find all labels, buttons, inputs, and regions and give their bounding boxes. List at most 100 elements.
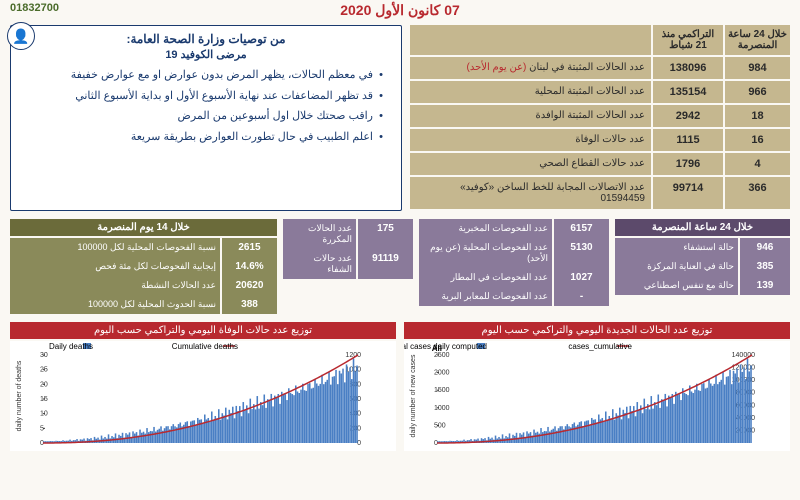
chart-cases-title: توزيع عدد الحالات الجديدة اليومي والتراك… (404, 322, 790, 339)
chart-cases-svg: 0500100015002000250020000400006000080000… (404, 341, 790, 451)
list-item: 1027عدد الفحوصات في المطار (419, 268, 609, 287)
item-label: عدد الفحوصات للمعابر البرية (419, 287, 552, 306)
top-row: خلال 24 ساعة المنصرمة التراكمي منذ 21 شب… (0, 21, 800, 215)
block-24h: خلال 24 ساعة المنصرمة 946حالة استشفاء385… (615, 219, 790, 314)
col-head-cum: التراكمي منذ 21 شباط (653, 25, 723, 55)
reco-item: في معظم الحالات، يظهر المرض بدون عوارض ا… (21, 67, 383, 84)
svg-text:total cases daily computed: total cases daily computed (404, 342, 487, 351)
cell-daily: 984 (725, 57, 790, 79)
reco-subtitle: مرضى الكوفيد 19 (21, 48, 391, 61)
list-item: 175عدد الحالات المكررة (283, 219, 413, 249)
recommendations-box: 👤 من توصيات وزارة الصحة العامة: مرضى الك… (10, 25, 402, 211)
charts-row: توزيع عدد الحالات الجديدة اليومي والتراك… (0, 318, 800, 460)
item-num: 14.6% (222, 257, 277, 276)
cell-daily: 4 (725, 153, 790, 175)
block-tests: 6157عدد الفحوصات المخبرية5130عدد الفحوصا… (419, 219, 609, 314)
item-label: حالة استشفاء (615, 238, 738, 257)
main-stats-table: خلال 24 ساعة المنصرمة التراكمي منذ 21 شب… (410, 25, 790, 211)
item-label: حالة في العناية المركزة (615, 257, 738, 276)
item-label: عدد الحالات النشطة (10, 276, 220, 295)
cell-daily: 16 (725, 129, 790, 151)
item-num: 385 (740, 257, 790, 276)
list-item: 14.6%إيجابية الفحوصات لكل مئة فحص (10, 257, 277, 276)
cell-daily: 966 (725, 81, 790, 103)
item-num: 139 (740, 276, 790, 295)
item-label: نسبة الحدوث المحلية لكل 100000 (10, 295, 220, 314)
item-label: عدد الفحوصات المخبرية (419, 219, 552, 238)
chart-deaths: توزيع عدد حالات الوفاة اليومي والتراكمي … (10, 322, 396, 456)
block-extra: 175عدد الحالات المكررة91119عدد حالات الش… (283, 219, 413, 314)
cell-label: عدد الاتصالات المجابة للخط الساخن «كوفيد… (410, 177, 651, 209)
svg-text:daily number of new cases: daily number of new cases (410, 354, 417, 437)
item-num: 388 (222, 295, 277, 314)
item-num: 20620 (222, 276, 277, 295)
item-num: 91119 (358, 249, 413, 279)
table-row: 966135154عدد الحالات المثبتة المحلية (410, 81, 790, 103)
cell-label: عدد الحالات المثبتة الوافدة (410, 105, 651, 127)
list-item: 385حالة في العناية المركزة (615, 257, 790, 276)
table-row: 182942عدد الحالات المثبتة الوافدة (410, 105, 790, 127)
svg-text:1000: 1000 (434, 405, 450, 412)
list-item: 139حالة مع تنفس اصطناعي (615, 276, 790, 295)
item-num: 5130 (554, 238, 609, 268)
col-head-24h: خلال 24 ساعة المنصرمة (725, 25, 790, 55)
item-num: - (554, 287, 609, 306)
person-icon: 👤 (7, 22, 35, 50)
cell-daily: 18 (725, 105, 790, 127)
table-row: 36699714عدد الاتصالات المجابة للخط الساخ… (410, 177, 790, 209)
item-label: حالة مع تنفس اصطناعي (615, 276, 738, 295)
list-item: -عدد الفحوصات للمعابر البرية (419, 287, 609, 306)
list-item: 91119عدد حالات الشفاء (283, 249, 413, 279)
reco-item: قد تظهر المضاعفات عند نهاية الأسبوع الأو… (21, 88, 383, 105)
cell-label: عدد حالات الوفاة (410, 129, 651, 151)
table-row: 984138096عدد الحالات المثبتة في لبنان (ع… (410, 57, 790, 79)
cell-label: عدد الحالات المثبتة في لبنان (عن يوم الأ… (410, 57, 651, 79)
col-head-blank (410, 25, 651, 55)
cell-label: عدد الحالات المثبتة المحلية (410, 81, 651, 103)
cell-daily: 366 (725, 177, 790, 209)
table-row: 41796عدد حالات القطاع الصحي (410, 153, 790, 175)
svg-text:2000: 2000 (434, 370, 450, 377)
cell-cum: 138096 (653, 57, 723, 79)
item-label: عدد حالات الشفاء (283, 249, 356, 279)
list-item: 6157عدد الفحوصات المخبرية (419, 219, 609, 238)
item-label: نسبة الفحوصات المحلية لكل 100000 (10, 238, 220, 257)
list-item: 388نسبة الحدوث المحلية لكل 100000 (10, 295, 277, 314)
chart-deaths-title: توزيع عدد حالات الوفاة اليومي والتراكمي … (10, 322, 396, 339)
list-item: 5130عدد الفحوصات المحلية (عن يوم الأحد) (419, 238, 609, 268)
list-item: 2615نسبة الفحوصات المحلية لكل 100000 (10, 238, 277, 257)
svg-text:500: 500 (434, 422, 446, 429)
item-label: عدد الحالات المكررة (283, 219, 356, 249)
svg-text:5: 5 (40, 425, 44, 432)
svg-text:daily number of deaths: daily number of deaths (16, 360, 23, 431)
reco-title: من توصيات وزارة الصحة العامة: (21, 32, 391, 46)
svg-text:All: All (432, 344, 442, 353)
block-24h-head: خلال 24 ساعة المنصرمة (615, 219, 790, 236)
cell-label: عدد حالات القطاع الصحي (410, 153, 651, 175)
cell-cum: 2942 (653, 105, 723, 127)
reco-item: راقب صحتك خلال اول أسبوعين من المرض (21, 108, 383, 125)
chart-cases: توزيع عدد الحالات الجديدة اليومي والتراك… (404, 322, 790, 456)
svg-text:1500: 1500 (434, 387, 450, 394)
item-label: عدد الفحوصات المحلية (عن يوم الأحد) (419, 238, 552, 268)
mid-row: خلال 24 ساعة المنصرمة 946حالة استشفاء385… (0, 215, 800, 318)
item-num: 946 (740, 238, 790, 257)
svg-text:Daily deaths: Daily deaths (49, 342, 93, 351)
block-14d-head: خلال 14 يوم المنصرمة (10, 219, 277, 236)
table-row: 161115عدد حالات الوفاة (410, 129, 790, 151)
item-num: 6157 (554, 219, 609, 238)
item-label: عدد الفحوصات في المطار (419, 268, 552, 287)
reco-list: في معظم الحالات، يظهر المرض بدون عوارض ا… (21, 67, 391, 145)
svg-text:Cumulative deaths: Cumulative deaths (172, 342, 238, 351)
cell-cum: 135154 (653, 81, 723, 103)
block-14d: خلال 14 يوم المنصرمة 2615نسبة الفحوصات ا… (10, 219, 277, 314)
item-label: إيجابية الفحوصات لكل مئة فحص (10, 257, 220, 276)
svg-text:2500: 2500 (434, 352, 450, 359)
item-num: 2615 (222, 238, 277, 257)
item-num: 175 (358, 219, 413, 249)
report-date: 07 كانون الأول 2020 (0, 0, 800, 21)
item-num: 1027 (554, 268, 609, 287)
svg-text:20: 20 (40, 381, 48, 388)
cell-cum: 1796 (653, 153, 723, 175)
chart-deaths-svg: 051015202530020040060080010001200daily n… (10, 341, 396, 451)
